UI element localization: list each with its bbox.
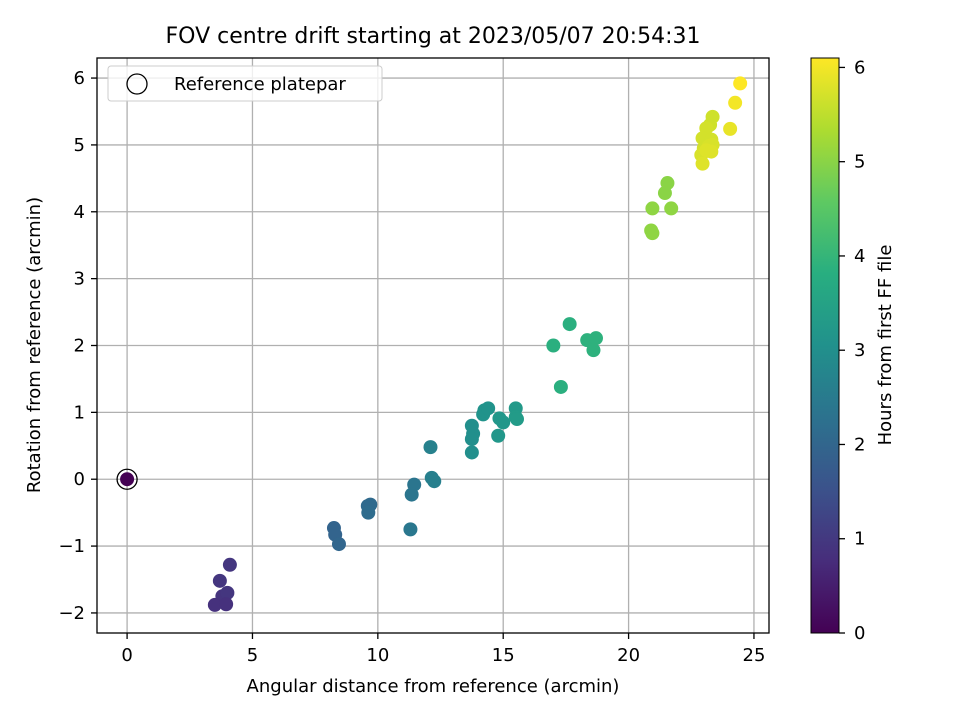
data-point <box>546 338 561 353</box>
data-point <box>219 597 234 612</box>
y-axis-label: Rotation from reference (arcmin) <box>24 197 45 493</box>
data-point <box>645 226 660 241</box>
data-point <box>496 415 511 430</box>
x-tick-label: 25 <box>743 645 766 666</box>
y-axis-ticks: −2 −1 0 1 2 3 4 5 6 <box>58 68 97 624</box>
data-point <box>586 343 601 358</box>
x-tick-label: 5 <box>247 645 258 666</box>
data-point <box>361 505 376 520</box>
colorbar-ticks: 0 1 2 3 4 5 6 <box>839 57 865 644</box>
data-point <box>728 95 743 110</box>
x-tick-label: 15 <box>492 645 515 666</box>
y-tick-label: 0 <box>74 469 85 490</box>
colorbar-label: Hours from first FF file <box>875 245 896 446</box>
y-tick-label: 6 <box>74 68 85 89</box>
data-point <box>403 522 418 537</box>
colorbar-tick-label: 4 <box>854 246 865 267</box>
data-point <box>553 379 568 394</box>
data-point <box>220 585 235 600</box>
y-tick-label: 3 <box>74 269 85 290</box>
reference-platepar-marker <box>116 468 138 490</box>
data-point <box>404 487 419 502</box>
grid <box>97 58 769 633</box>
colorbar-tick-label: 1 <box>854 529 865 550</box>
chart-title: FOV centre drift starting at 2023/05/07 … <box>166 24 701 49</box>
data-point <box>207 597 222 612</box>
data-point <box>733 76 748 91</box>
data-point <box>588 331 603 346</box>
legend: Reference platepar <box>107 65 383 102</box>
data-point <box>427 474 442 489</box>
y-tick-label: −1 <box>58 536 85 557</box>
y-tick-label: 5 <box>74 135 85 156</box>
data-point <box>645 201 660 216</box>
data-point <box>464 432 479 447</box>
x-tick-label: 10 <box>366 645 389 666</box>
data-point <box>331 537 346 552</box>
data-point <box>664 201 679 216</box>
x-axis-ticks: 0 5 10 15 20 25 <box>121 633 765 666</box>
data-point <box>510 412 524 427</box>
legend-box <box>107 65 383 102</box>
data-point <box>120 472 135 487</box>
colorbar-tick-label: 6 <box>854 57 865 78</box>
data-point <box>695 156 710 171</box>
legend-entry-reference-platepar: Reference platepar <box>174 74 346 95</box>
colorbar: 0 1 2 3 4 5 6 Hours from first FF file <box>810 57 896 644</box>
colorbar-gradient <box>810 57 840 634</box>
colorbar-tick-label: 0 <box>854 623 865 644</box>
data-point <box>562 317 577 332</box>
data-point <box>464 445 479 460</box>
colorbar-tick-label: 2 <box>854 434 865 455</box>
x-tick-label: 0 <box>121 645 132 666</box>
x-axis-label: Angular distance from reference (arcmin) <box>247 676 620 697</box>
colorbar-tick-label: 5 <box>854 152 865 173</box>
y-tick-label: −2 <box>58 603 85 624</box>
x-tick-label: 20 <box>617 645 640 666</box>
y-tick-label: 1 <box>74 402 85 423</box>
y-tick-label: 4 <box>74 202 85 223</box>
legend-marker-icon <box>126 73 148 95</box>
y-tick-label: 2 <box>74 336 85 357</box>
data-point <box>704 144 719 159</box>
data-point <box>657 186 672 201</box>
data-point <box>481 401 496 416</box>
data-point <box>212 573 227 588</box>
data-point <box>491 428 506 443</box>
data-point <box>423 440 438 455</box>
colorbar-tick-label: 3 <box>854 340 865 361</box>
data-point <box>222 557 237 572</box>
data-point <box>723 121 738 136</box>
data-points <box>116 76 748 612</box>
